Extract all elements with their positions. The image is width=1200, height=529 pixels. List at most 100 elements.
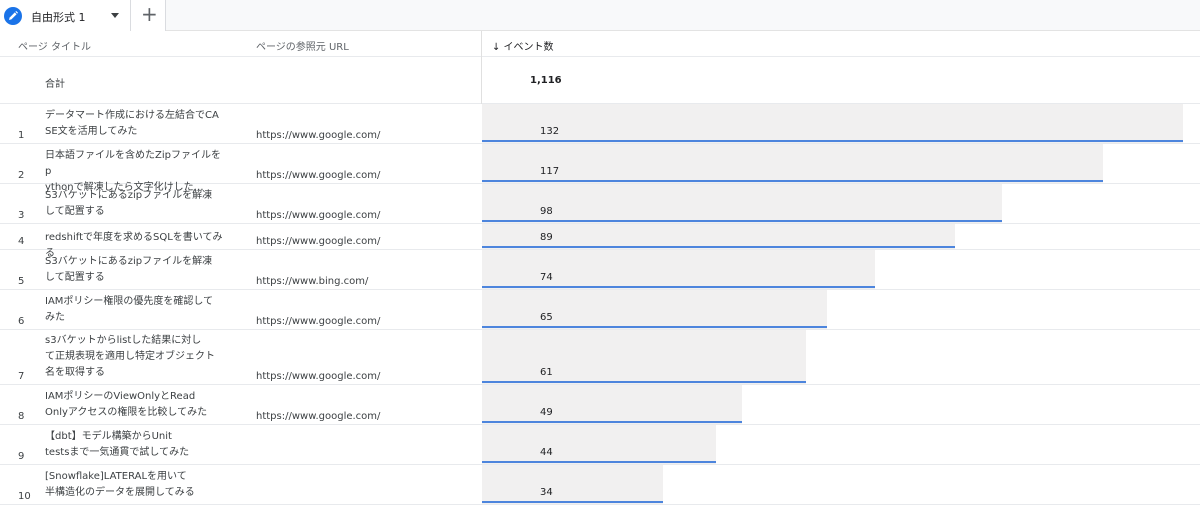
table-row[interactable]: 9 【dbt】モデル構築からUnit testsまで一気通貫で試してみた 44	[0, 425, 1200, 465]
referrer-url-cell: https://www.google.com/	[256, 371, 381, 382]
event-count: 65	[540, 312, 553, 323]
row-number: 1	[18, 130, 25, 141]
event-count: 132	[540, 126, 560, 137]
table-row[interactable]: 10 [Snowflake]LATERALを用いて 半構造化のデータを展開してみる 3…	[0, 465, 1200, 505]
page-title-line: ythonで解凍したら文字化けした…	[45, 182, 204, 193]
event-count: 117	[540, 166, 560, 177]
event-bar	[482, 425, 716, 464]
table-row[interactable]: 8 IAMポリシーのViewOnlyとRead Onlyアクセスの権限を比較してみた…	[0, 385, 1200, 425]
table-row[interactable]: 5 S3バケットにあるzipファイルを解凍 して配置する https://www.bi…	[0, 250, 1200, 290]
event-bar	[482, 104, 1183, 143]
page-title-line: SE文を活用してみた	[45, 126, 138, 137]
event-bar	[482, 250, 875, 289]
table-header	[0, 31, 1200, 57]
tab-freeform-1[interactable]: 自由形式 1	[0, 0, 131, 31]
event-bar-line	[482, 326, 827, 328]
row-number: 8	[18, 411, 25, 422]
event-bar-line	[482, 461, 716, 463]
event-count: 34	[540, 487, 553, 498]
table-row[interactable]: 7 s3バケットからlistした結果に対して正規表現を適用し特定オブジェクト 名を取…	[0, 330, 1200, 385]
event-count: 61	[540, 367, 553, 378]
event-count: 44	[540, 447, 553, 458]
tab-label: 自由形式 1	[31, 11, 86, 24]
page-title-cell: 日本語ファイルを含めたZipファイルをp ythonで解凍したら文字化けした…	[45, 148, 225, 196]
event-bar	[482, 290, 827, 329]
referrer-url-cell: https://www.google.com/	[256, 130, 381, 141]
page-title-line: testsまで一気通貫で試してみた	[45, 447, 190, 458]
row-number: 7	[18, 371, 25, 382]
event-bar	[482, 224, 955, 249]
page-title-line: 日本語ファイルを含めたZipファイルをp	[45, 150, 221, 177]
event-count: 49	[540, 407, 553, 418]
page-title-line: データマート作成における左結合でCA	[45, 110, 219, 121]
page-title-line: て正規表現を適用し特定オブジェクト	[45, 351, 215, 362]
tab-bar: 自由形式 1 +	[0, 0, 1200, 31]
row-number: 3	[18, 210, 25, 221]
event-bar	[482, 385, 742, 424]
event-bar	[482, 330, 806, 384]
page-title-line: して配置する	[45, 206, 105, 217]
page-title-cell: S3バケットにあるzipファイルを解凍 して配置する	[45, 254, 225, 286]
row-number: 5	[18, 276, 25, 287]
event-bar-line	[482, 140, 1183, 142]
table-row[interactable]: 6 IAMポリシー権限の優先度を確認して みた https://www.google.…	[0, 290, 1200, 330]
row-number: 2	[18, 170, 25, 181]
row-number: 4	[18, 236, 25, 247]
column-header-events[interactable]: ↓ イベント数	[492, 42, 554, 53]
event-bar-line	[482, 286, 875, 288]
table-row[interactable]: 1 データマート作成における左結合でCA SE文を活用してみた https://www…	[0, 104, 1200, 144]
referrer-url-cell: https://www.google.com/	[256, 210, 381, 221]
column-divider	[481, 31, 482, 104]
event-bar-line	[482, 180, 1103, 182]
pencil-icon	[4, 7, 22, 25]
page-title-cell: S3バケットにあるzipファイルを解凍 して配置する	[45, 188, 225, 220]
total-row: 合計 1,116	[0, 57, 1200, 104]
event-bar	[482, 144, 1103, 183]
event-bar-line	[482, 220, 1002, 222]
page-title-cell: IAMポリシー権限の優先度を確認して みた	[45, 294, 225, 326]
page-title-line: みた	[45, 312, 65, 323]
event-bar-line	[482, 501, 663, 503]
page-title-line: IAMポリシー権限の優先度を確認して	[45, 296, 214, 307]
event-bar-line	[482, 421, 742, 423]
page-title-line: Onlyアクセスの権限を比較してみた	[45, 407, 208, 418]
column-header-referrer[interactable]: ページの参照元 URL	[256, 42, 349, 53]
page-title-line: S3バケットにあるzipファイルを解凍	[45, 190, 213, 201]
page-title-cell: データマート作成における左結合でCA SE文を活用してみた	[45, 108, 225, 140]
referrer-url-cell: https://www.google.com/	[256, 411, 381, 422]
event-count: 98	[540, 206, 553, 217]
row-number: 6	[18, 316, 25, 327]
event-count: 89	[540, 232, 553, 243]
table-row[interactable]: 2 日本語ファイルを含めたZipファイルをp ythonで解凍したら文字化けした… h…	[0, 144, 1200, 193]
total-label: 合計	[45, 79, 65, 90]
event-bar-line	[482, 381, 806, 383]
column-header-page-title[interactable]: ページ タイトル	[18, 42, 91, 53]
event-bar	[482, 184, 1002, 223]
referrer-url-cell: https://www.google.com/	[256, 236, 381, 247]
page-title-cell: IAMポリシーのViewOnlyとRead Onlyアクセスの権限を比較してみた	[45, 389, 225, 421]
page-title-cell: s3バケットからlistした結果に対して正規表現を適用し特定オブジェクト 名を取得…	[45, 333, 225, 381]
page-title-line: S3バケットにあるzipファイルを解凍	[45, 256, 213, 267]
referrer-url-cell: https://www.google.com/	[256, 170, 381, 181]
event-count: 74	[540, 272, 553, 283]
page-title-line: [Snowflake]LATERALを用いて	[45, 471, 187, 482]
page-title-line: IAMポリシーのViewOnlyとRead	[45, 391, 196, 402]
table-row[interactable]: 3 S3バケットにあるzipファイルを解凍 して配置する https://www.go…	[0, 184, 1200, 224]
row-number: 10	[18, 491, 31, 502]
page-title-cell: [Snowflake]LATERALを用いて 半構造化のデータを展開してみる	[45, 469, 225, 501]
add-tab-button[interactable]: +	[131, 0, 166, 31]
table-row[interactable]: 4 redshiftで年度を求めるSQLを書いてみる https://www.goo…	[0, 224, 1200, 259]
page-title-line: redshiftで年度を求めるSQLを書いてみる	[45, 232, 223, 259]
referrer-url-cell: https://www.bing.com/	[256, 276, 369, 287]
total-value: 1,116	[530, 75, 562, 86]
caret-down-icon[interactable]	[111, 13, 119, 18]
page-title-line: 半構造化のデータを展開してみる	[45, 487, 195, 498]
page-title-line: 名を取得する	[45, 367, 105, 378]
referrer-url-cell: https://www.google.com/	[256, 316, 381, 327]
page-title-cell: redshiftで年度を求めるSQLを書いてみる	[45, 230, 225, 262]
page-title-line: s3バケットからlistした結果に対し	[45, 335, 202, 346]
event-bar	[482, 465, 663, 504]
page-title-line: 【dbt】モデル構築からUnit	[45, 431, 172, 442]
event-bar-line	[482, 246, 955, 248]
row-number: 9	[18, 451, 25, 462]
